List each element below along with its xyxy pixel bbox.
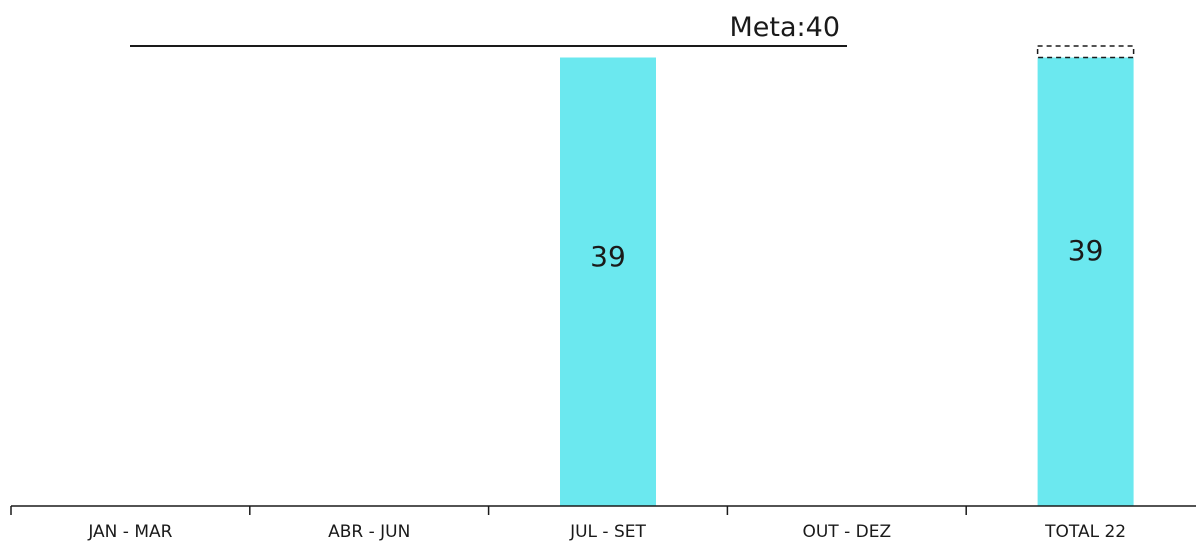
bar: [560, 57, 656, 506]
x-axis-tick-labels: JAN - MAR ABR - JUN JUL - SET OUT - DEZ TOTA…: [87, 522, 1126, 541]
bars-group: [560, 57, 1134, 506]
x-tick-label: JUL - SET: [569, 522, 646, 541]
x-axis-ticks: [10, 506, 967, 515]
x-tick-label: TOTAL 22: [1044, 522, 1126, 541]
x-tick-label: ABR - JUN: [328, 522, 410, 541]
target-gap-group: [1036, 45, 1135, 59]
target-group: Meta:40: [130, 12, 847, 47]
x-tick-label: JAN - MAR: [87, 522, 172, 541]
target-label: Meta:40: [730, 12, 841, 43]
bar: [1037, 57, 1134, 506]
x-tick-label: OUT - DEZ: [802, 522, 891, 541]
target-gap-box: [1036, 45, 1135, 59]
bar-value-label: 39: [590, 240, 626, 273]
bar-value-label: 39: [1068, 234, 1104, 267]
value-labels-group: 39 39: [590, 234, 1103, 273]
